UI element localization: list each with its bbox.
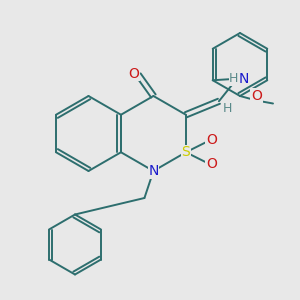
Text: O: O [206, 133, 217, 147]
Text: H: H [223, 102, 232, 115]
Text: H: H [229, 72, 239, 85]
Text: N: N [148, 164, 159, 178]
Text: O: O [128, 67, 140, 80]
Text: O: O [206, 157, 217, 171]
Text: N: N [238, 72, 249, 86]
Text: S: S [182, 145, 190, 159]
Text: O: O [251, 89, 262, 103]
